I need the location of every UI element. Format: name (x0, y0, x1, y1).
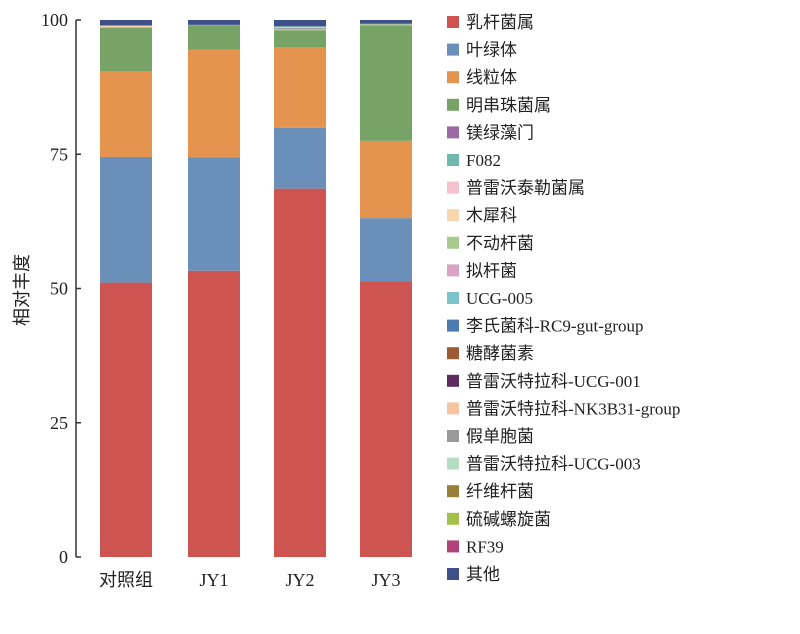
legend-swatch (447, 347, 459, 360)
legend-label: 叶绿体 (466, 41, 517, 60)
bar-segment (274, 29, 326, 31)
x-tick-label: JY1 (199, 570, 228, 590)
legend-swatch (447, 209, 459, 222)
legend-label: 镁绿藻门 (466, 123, 534, 142)
bar-segment (100, 25, 152, 28)
bar-segment (360, 281, 412, 557)
bar-segment (274, 127, 326, 189)
bar-segment (360, 20, 412, 24)
legend-label: UCG-005 (466, 289, 533, 308)
bar-segment (274, 28, 326, 30)
legend-label: 纤维杆菌 (466, 482, 534, 501)
y-axis-label: 相对丰度 (12, 254, 32, 326)
y-tick-label: 50 (50, 279, 68, 299)
legend-label: 普雷沃特拉科-UCG-001 (466, 372, 641, 391)
legend-swatch (447, 319, 459, 332)
legend-swatch (447, 457, 459, 470)
bar-segment (188, 25, 240, 26)
bar-segment (100, 71, 152, 157)
legend-swatch (447, 236, 459, 249)
legend-label: 乳杆菌属 (466, 13, 534, 32)
legend-swatch (447, 568, 459, 580)
legend-label: 木犀科 (466, 206, 517, 225)
bar-segment (360, 23, 412, 25)
bar-segment (360, 25, 412, 141)
legend-label: 假单胞菌 (466, 427, 534, 446)
bar-segment (360, 24, 412, 26)
bar-segment (100, 27, 152, 72)
legend-swatch (447, 126, 459, 139)
legend-swatch (447, 402, 459, 415)
legend-swatch (447, 430, 459, 442)
legend-label: 明串珠菌属 (466, 96, 551, 115)
legend-swatch (447, 374, 459, 387)
legend-label: 普雷沃特拉科-NK3B31-group (466, 399, 680, 418)
legend-swatch (447, 485, 459, 498)
x-tick-label: JY3 (371, 570, 400, 590)
legend-swatch (447, 16, 459, 28)
legend-swatch (447, 98, 459, 111)
legend-label: F082 (466, 151, 501, 170)
legend-label: RF39 (466, 537, 504, 556)
legend-swatch (447, 71, 459, 84)
legend-label: 硫碱螺旋菌 (466, 510, 551, 529)
bar-segment (100, 20, 152, 26)
bar-segment (188, 25, 240, 50)
bar-segment (360, 140, 412, 219)
y-tick-label: 0 (59, 547, 68, 567)
bar-segment (274, 188, 326, 558)
legend-swatch (447, 512, 459, 525)
legend-label: 糖酵菌素 (466, 344, 534, 363)
bar-segment (188, 157, 240, 271)
bar-segment (188, 20, 240, 25)
y-tick-label: 25 (50, 413, 68, 433)
bar-segment (188, 49, 240, 158)
legend-label: 李氏菌科-RC9-gut-group (466, 317, 644, 336)
legend-label: 线粒体 (466, 68, 517, 87)
bar-segment (100, 25, 152, 26)
legend-swatch (447, 43, 459, 56)
legend-swatch (447, 264, 459, 277)
legend-label: 不动杆菌 (466, 234, 534, 253)
legend-swatch (447, 292, 459, 304)
legend-swatch (447, 154, 459, 166)
legend-label: 其他 (466, 565, 500, 584)
legend-label: 普雷沃特拉科-UCG-003 (466, 455, 641, 474)
legend-swatch (447, 181, 459, 194)
legend-swatch (447, 540, 459, 553)
bar-segment (360, 218, 412, 282)
bar-segment (274, 20, 326, 27)
bar-segment (100, 282, 152, 557)
bar-segment (188, 270, 240, 557)
y-tick-label: 100 (41, 10, 68, 30)
bar-segment (274, 30, 326, 48)
bar-segment (274, 26, 326, 29)
x-tick-label: 对照组 (99, 570, 153, 590)
bar-segment (274, 47, 326, 128)
legend-label: 拟杆菌 (466, 261, 517, 280)
x-tick-label: JY2 (285, 570, 314, 590)
bar-segment (100, 156, 152, 283)
legend-label: 普雷沃泰勒菌属 (466, 179, 585, 198)
bar-segment (188, 24, 240, 26)
y-tick-label: 75 (50, 144, 68, 164)
